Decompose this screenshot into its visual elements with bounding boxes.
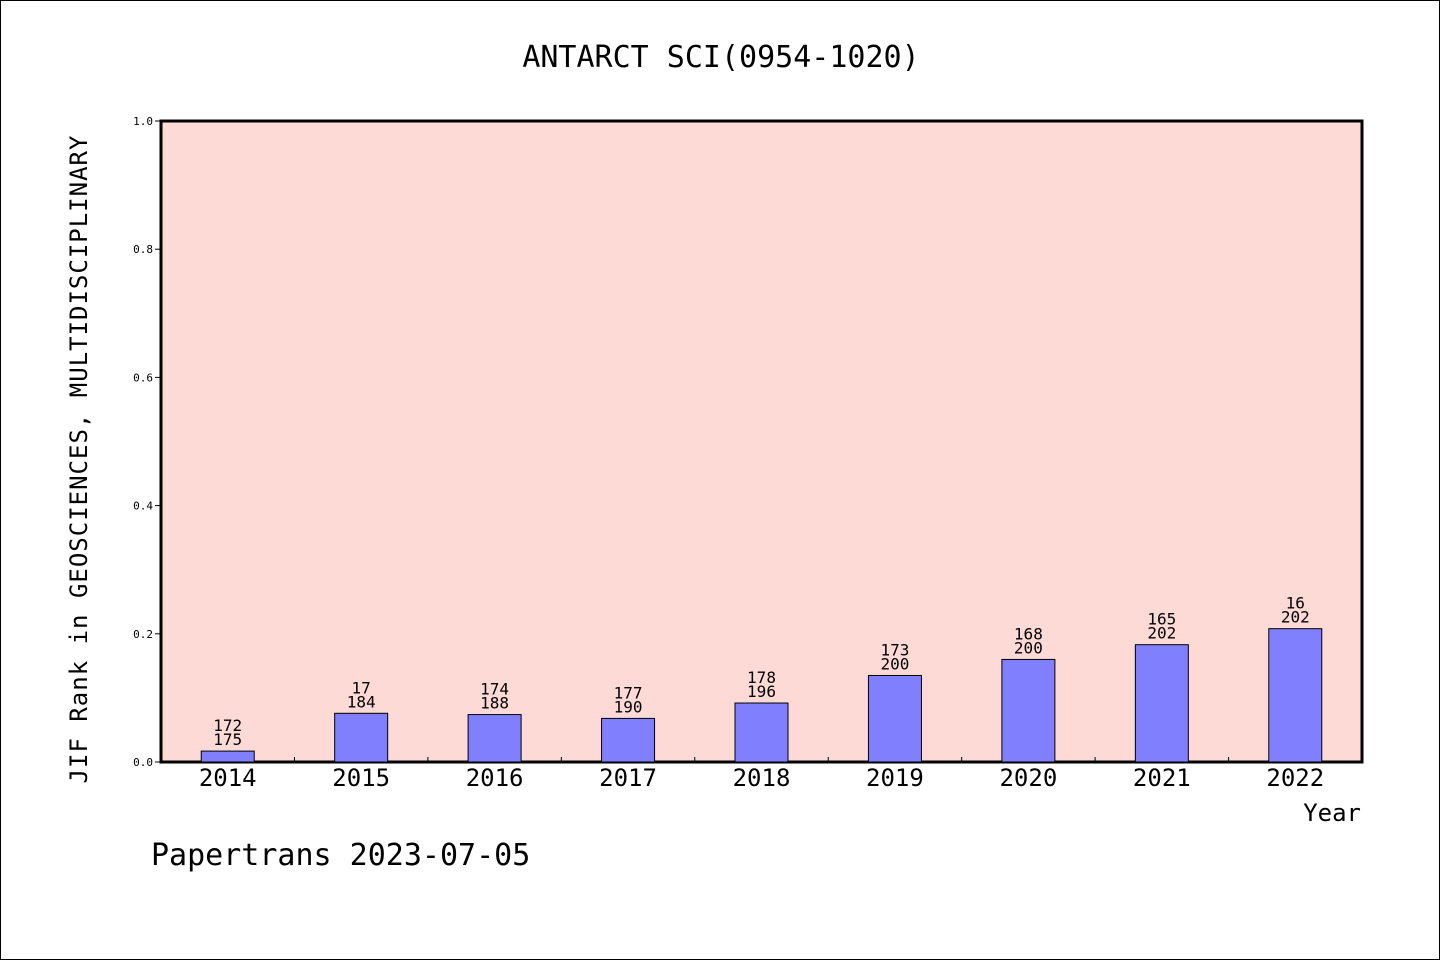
bar-2015	[334, 712, 389, 763]
data-label-rank: 172	[213, 716, 242, 735]
data-label-total: 175	[213, 730, 242, 749]
y-axis: 0.0 0.2 0.4 0.6 0.8 1.0	[133, 115, 161, 769]
data-label-rank: 16	[1286, 594, 1305, 613]
data-labels: 1721751718417418817719017819617320016820…	[213, 594, 1309, 749]
x-axis-label: Year	[1303, 799, 1361, 827]
y-tick-label: 0.4	[133, 500, 153, 513]
x-tick-label: 2014	[199, 764, 257, 792]
data-label-total: 188	[480, 694, 509, 713]
data-label-rank: 17	[352, 678, 371, 697]
bar-2019	[867, 674, 922, 763]
data-label-rank: 177	[614, 683, 643, 702]
x-tick-label: 2017	[599, 764, 657, 792]
y-axis-label: JIF Rank in GEOSCIENCES, MULTIDISCIPLINA…	[65, 135, 93, 784]
bar-2016	[467, 714, 522, 763]
data-label-total: 190	[614, 697, 643, 716]
data-label-rank: 173	[880, 640, 909, 659]
x-tick-label: 2015	[332, 764, 390, 792]
bar-2018	[734, 702, 789, 763]
x-axis: 2014 2015 2016 2017 2018 2019 2020 2021 2022	[199, 757, 1324, 792]
chart-title: ANTARCT SCI(0954-1020)	[522, 40, 919, 75]
bar-2020	[1001, 658, 1056, 763]
y-tick-label: 0.6	[133, 371, 153, 384]
x-tick-label: 2020	[999, 764, 1057, 792]
y-tick-label: 0.2	[133, 628, 153, 641]
bar-2022	[1268, 628, 1323, 763]
data-label-total: 202	[1147, 624, 1176, 643]
x-tick-label: 2019	[866, 764, 924, 792]
data-label-total: 200	[880, 654, 909, 673]
bars	[200, 628, 1323, 763]
data-label-rank: 178	[747, 668, 776, 687]
data-label-total: 196	[747, 682, 776, 701]
y-tick-label: 0.8	[133, 243, 153, 256]
x-tick-label: 2016	[466, 764, 524, 792]
data-label-total: 184	[347, 692, 376, 711]
x-tick-label: 2022	[1266, 764, 1324, 792]
bar-2014	[200, 750, 255, 763]
data-label-rank: 174	[480, 680, 509, 699]
data-label-total: 200	[1014, 638, 1043, 657]
footer-credit: Papertrans 2023-07-05	[151, 838, 530, 873]
data-label-rank: 168	[1014, 624, 1043, 643]
y-tick-label: 1.0	[133, 115, 153, 128]
x-tick-label: 2018	[733, 764, 791, 792]
data-label-rank: 165	[1147, 610, 1176, 629]
data-label-total: 202	[1281, 608, 1310, 627]
y-tick-label: 0.0	[133, 756, 153, 769]
bar-2021	[1134, 644, 1189, 763]
bar-2017	[601, 717, 656, 763]
x-tick-label: 2021	[1133, 764, 1191, 792]
